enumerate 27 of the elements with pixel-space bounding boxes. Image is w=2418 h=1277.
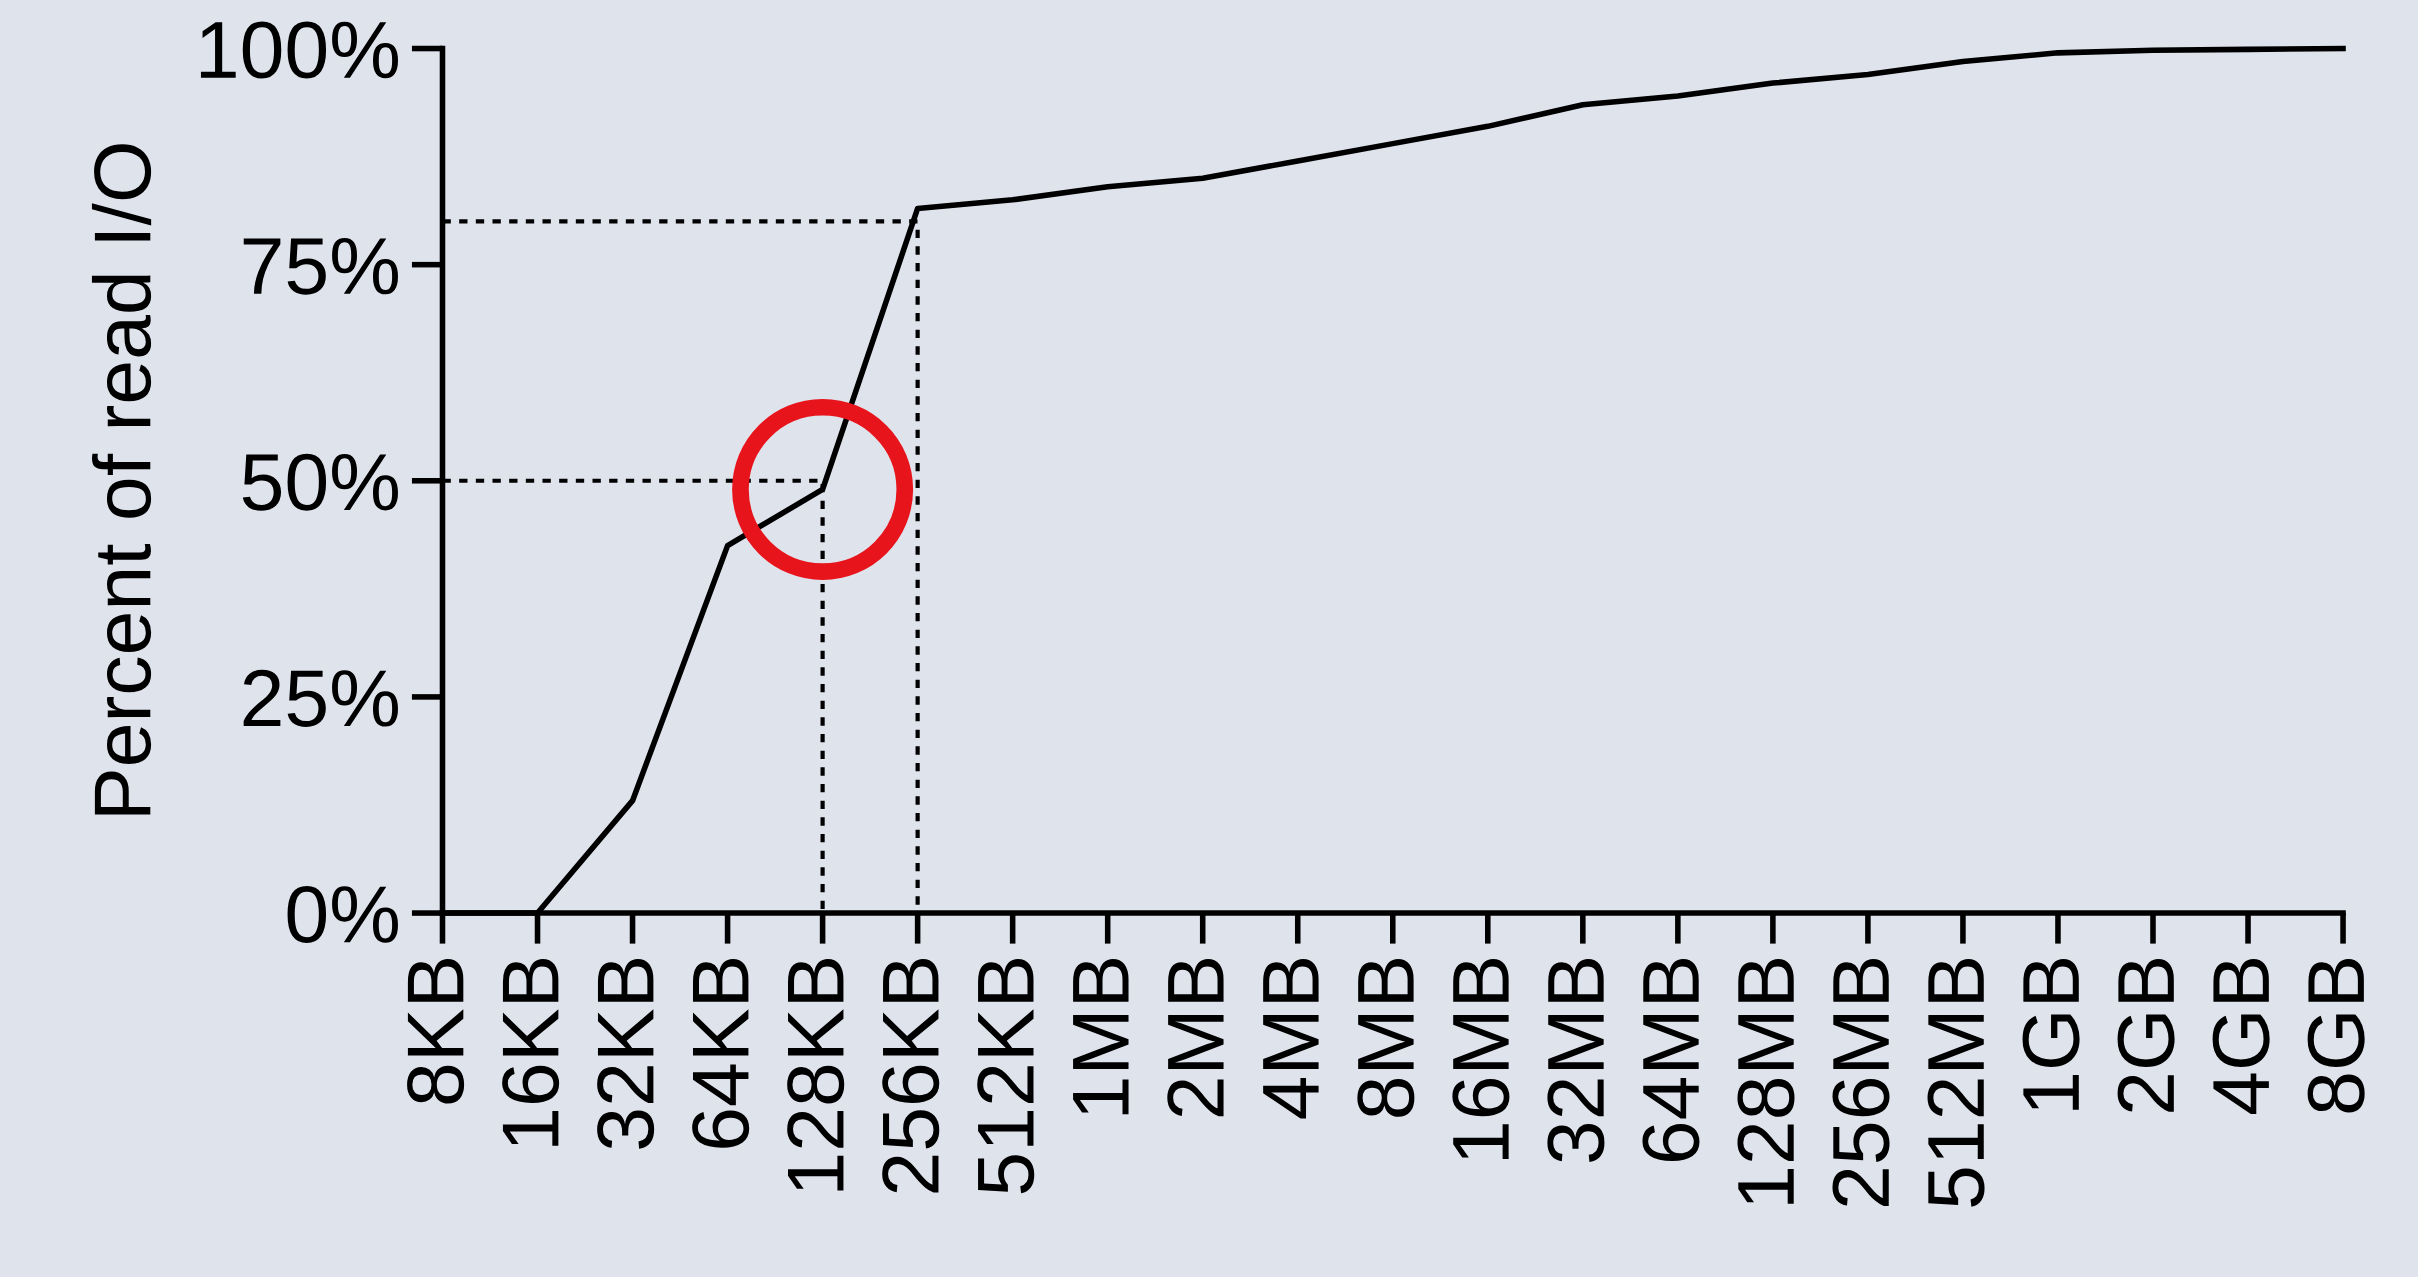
x-tick-label: 1MB bbox=[1073, 958, 1129, 1115]
x-tick-label: 512KB bbox=[977, 958, 1035, 1194]
x-tick-label: 64KB bbox=[692, 958, 750, 1148]
y-tick-label: 25% bbox=[243, 669, 398, 727]
x-tick-label: 32MB bbox=[1547, 958, 1605, 1163]
x-tick-label: 2MB bbox=[1167, 958, 1224, 1117]
y-tick-label: 75% bbox=[243, 237, 398, 295]
x-tick-label: 4MB bbox=[1263, 958, 1319, 1119]
x-tick-label: 512MB bbox=[1927, 958, 1985, 1207]
x-tick-label: 128KB bbox=[787, 958, 845, 1191]
x-tick-label: 32KB bbox=[597, 958, 655, 1149]
x-tick-label: 4GB bbox=[2212, 958, 2270, 1115]
x-tick-label: 8MB bbox=[1357, 958, 1415, 1117]
y-axis-title: Percent of read I/O bbox=[91, 144, 152, 815]
x-tick-label: 1GB bbox=[2022, 958, 2080, 1110]
x-tick-label: 64MB bbox=[1642, 958, 1700, 1162]
x-tick-label: 256MB bbox=[1832, 958, 1890, 1206]
y-tick-label: 50% bbox=[242, 453, 398, 511]
x-tick-label: 16KB bbox=[502, 958, 560, 1146]
x-tick-label: 256KB bbox=[882, 958, 940, 1193]
x-tick-label: 2GB bbox=[2117, 958, 2175, 1112]
y-tick-label: 100% bbox=[200, 21, 398, 79]
y-tick-label: 0% bbox=[287, 885, 398, 944]
x-tick-label: 16MB bbox=[1452, 958, 1510, 1160]
x-tick-label: 8GB bbox=[2307, 958, 2365, 1113]
x-tick-label: 128MB bbox=[1737, 958, 1795, 1204]
x-tick-label: 8KB bbox=[407, 958, 465, 1104]
